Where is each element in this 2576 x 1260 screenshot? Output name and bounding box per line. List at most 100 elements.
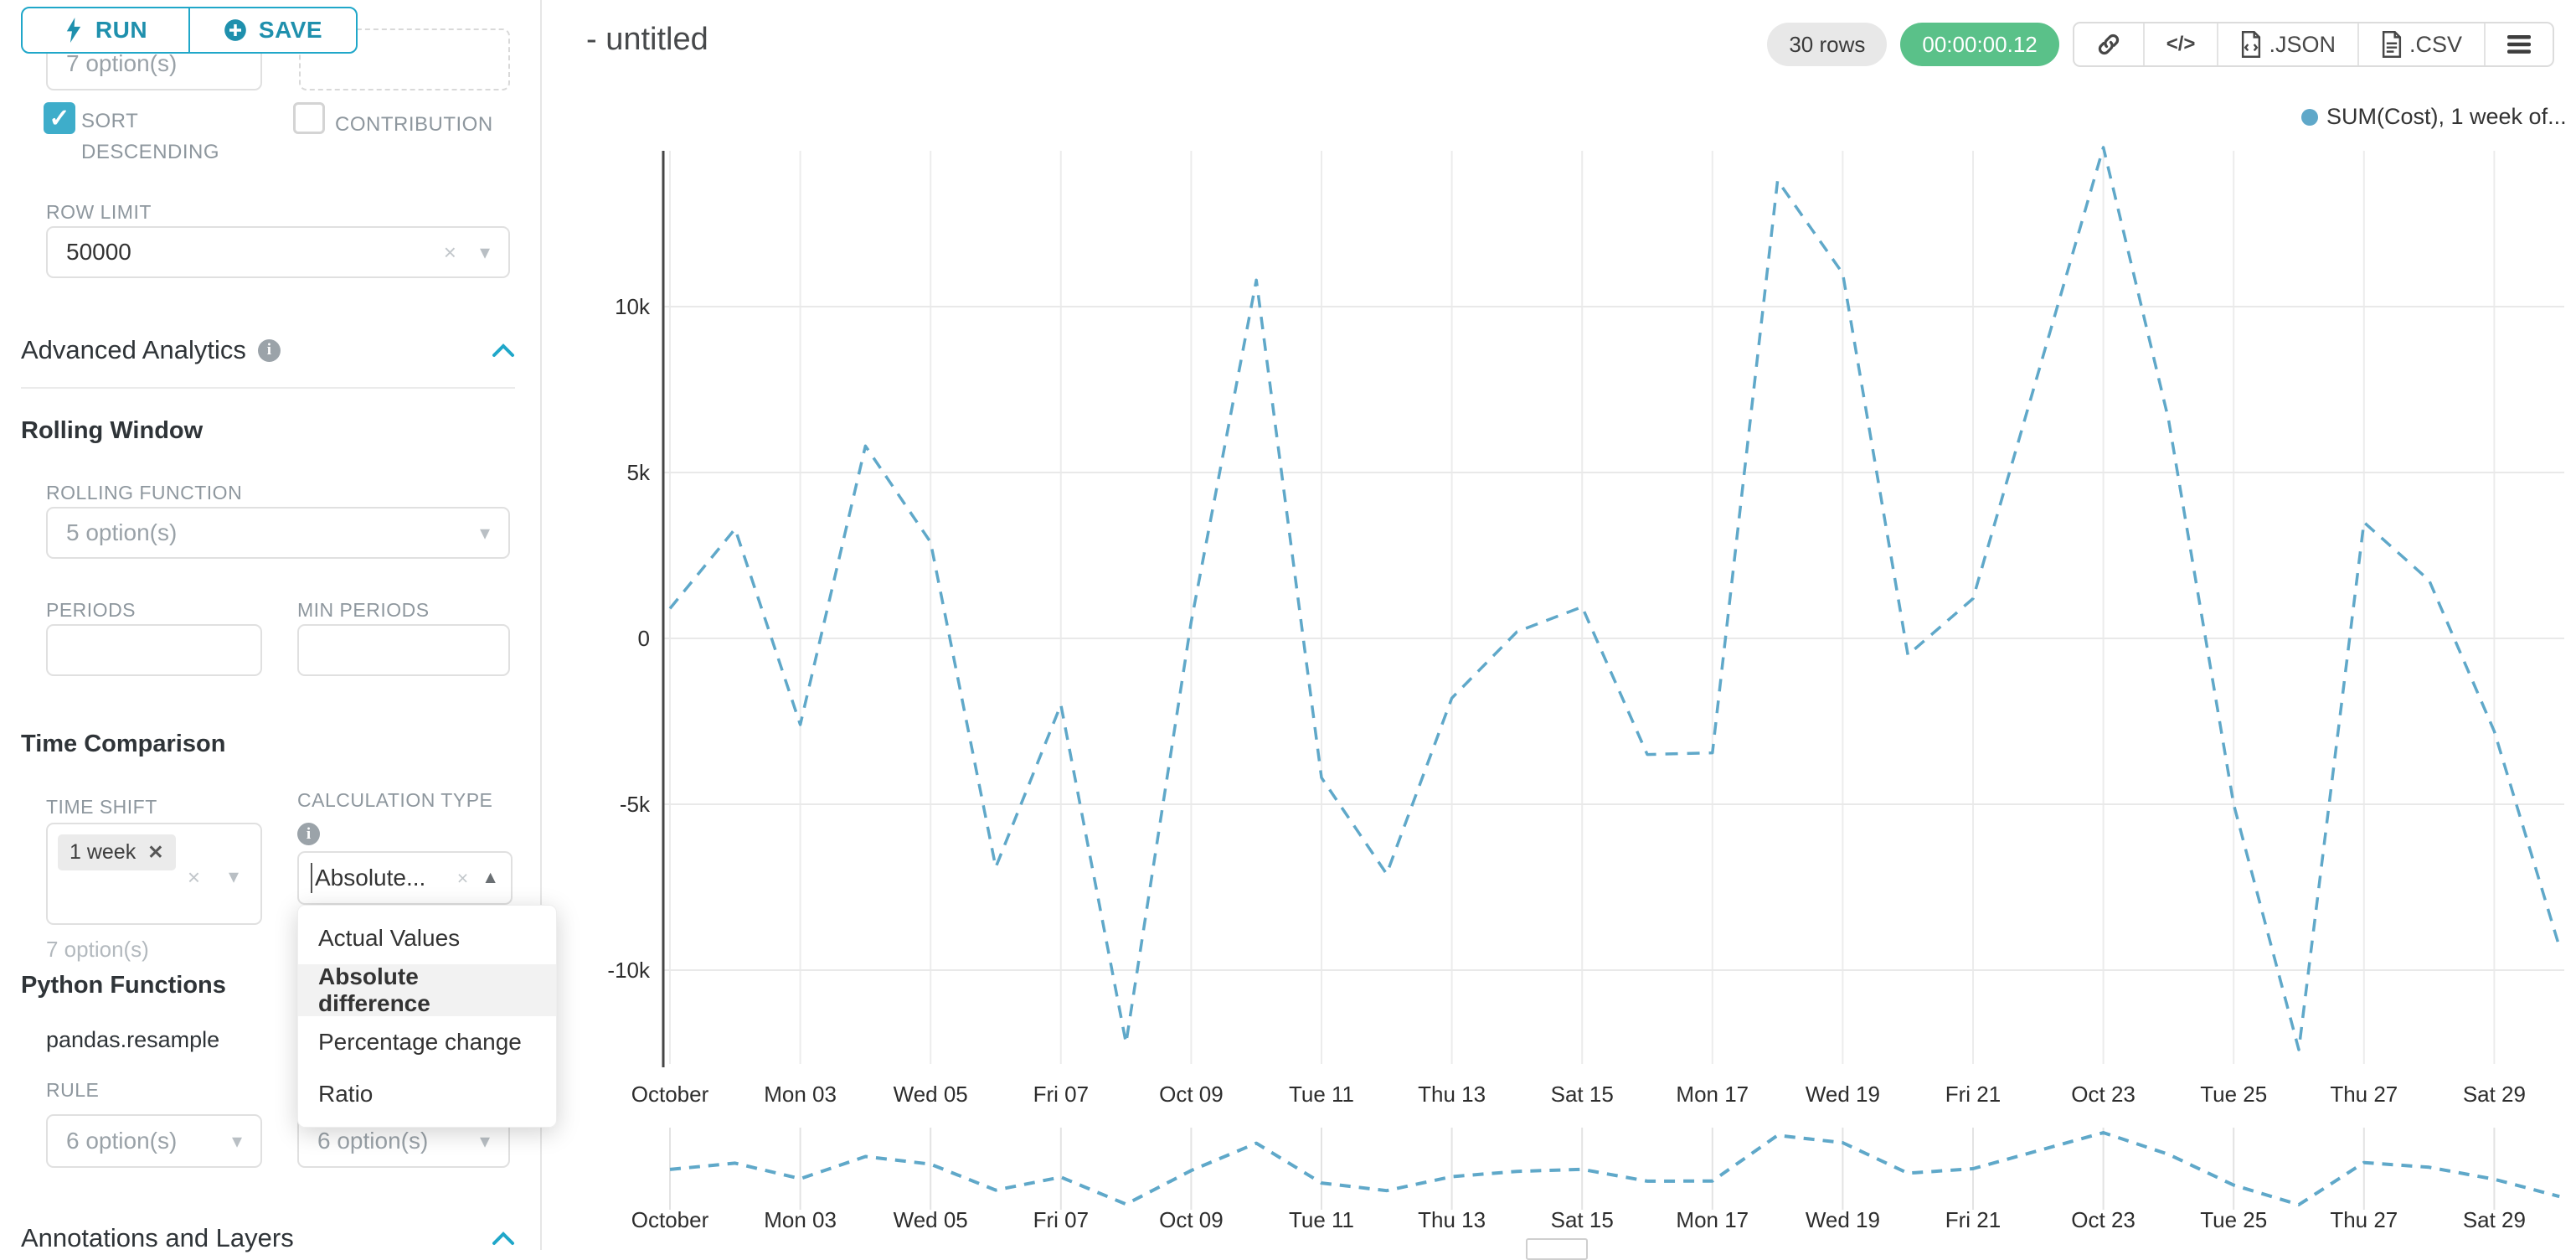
menu-item-ratio[interactable]: Ratio: [318, 1081, 374, 1107]
svg-text:Oct 09: Oct 09: [1159, 1082, 1224, 1107]
annotations-layers-header: Annotations and Layers: [21, 1223, 294, 1252]
collapse-chevron-icon[interactable]: [492, 343, 515, 358]
row-count-badge: 30 rows: [1767, 23, 1888, 66]
datazoom-handle[interactable]: [1526, 1238, 1588, 1260]
svg-text:Thu 27: Thu 27: [2330, 1082, 2398, 1107]
chart-title[interactable]: - untitled: [586, 22, 708, 57]
row-limit-select[interactable]: 50000 × ▾: [46, 226, 510, 278]
clear-icon[interactable]: ×: [456, 866, 469, 889]
file-code-icon: [2242, 31, 2261, 58]
lightning-icon: [66, 18, 81, 43]
rule-select[interactable]: 6 option(s) ▾: [46, 1114, 262, 1168]
min-periods-input[interactable]: [297, 624, 510, 676]
query-timer-badge: 00:00:00.12: [1900, 23, 2059, 66]
calculation-type-select[interactable]: Absolute... × ▲: [297, 851, 513, 905]
svg-text:Wed 05: Wed 05: [894, 1207, 968, 1232]
code-icon: </>: [2166, 33, 2196, 55]
rule-value-2: 6 option(s): [317, 1128, 429, 1154]
export-json-button[interactable]: .JSON: [2217, 23, 2357, 65]
chevron-up-icon[interactable]: ▲: [482, 868, 499, 887]
sort-descending-checkbox[interactable]: ✓: [44, 102, 75, 134]
remove-tag-icon[interactable]: ✕: [147, 841, 164, 863]
run-button-label: RUN: [95, 17, 148, 43]
time-shift-select[interactable]: 1 week ✕ × ▾: [46, 823, 262, 925]
svg-text:October: October: [631, 1082, 709, 1107]
svg-text:Sat 29: Sat 29: [2463, 1082, 2526, 1107]
rule-value: 6 option(s): [66, 1128, 178, 1154]
svg-text:Tue 25: Tue 25: [2200, 1207, 2267, 1232]
svg-text:Fri 21: Fri 21: [1945, 1082, 2001, 1107]
rolling-window-header: Rolling Window: [21, 417, 204, 444]
save-button-label: SAVE: [258, 17, 323, 43]
python-functions-header: Python Functions: [21, 972, 226, 999]
calculation-type-label: CALCULATION TYPE: [297, 789, 493, 811]
svg-text:Mon 03: Mon 03: [764, 1082, 837, 1107]
svg-text:Oct 09: Oct 09: [1159, 1207, 1224, 1232]
result-toolbar: 30 rows 00:00:00.12 </> .JSON .CSV: [1767, 22, 2554, 67]
checkbox-unchecked-icon: [293, 102, 325, 134]
advanced-analytics-header: Advanced Analytics: [21, 335, 246, 364]
rolling-function-select[interactable]: 5 option(s) ▾: [46, 507, 510, 559]
svg-text:Fri 21: Fri 21: [1945, 1207, 2001, 1232]
svg-text:Mon 17: Mon 17: [1676, 1207, 1749, 1232]
time-shift-label: TIME SHIFT: [46, 796, 157, 818]
copy-link-button[interactable]: [2074, 23, 2143, 65]
text-cursor: [311, 863, 312, 893]
svg-text:Tue 11: Tue 11: [1289, 1207, 1354, 1232]
clear-icon[interactable]: ×: [187, 865, 200, 890]
run-save-button-group: RUN SAVE: [21, 7, 358, 54]
menu-item-percentage-change[interactable]: Percentage change: [318, 1029, 522, 1055]
chevron-down-icon[interactable]: ▾: [479, 1129, 490, 1153]
time-shift-tag-label: 1 week: [70, 840, 137, 864]
more-menu-button[interactable]: [2484, 23, 2553, 65]
menu-item-absolute-difference[interactable]: Absolute difference: [298, 963, 556, 1016]
svg-text:Wed 19: Wed 19: [1806, 1207, 1880, 1232]
file-text-icon: [2382, 31, 2402, 58]
time-shift-helper: 7 option(s): [46, 937, 149, 962]
collapse-chevron-icon[interactable]: [492, 1231, 515, 1246]
checkbox-checked-icon: ✓: [44, 102, 75, 134]
chevron-down-icon[interactable]: ▾: [479, 240, 490, 264]
plus-circle-icon: [224, 19, 246, 41]
series-limit-value: 7 option(s): [66, 50, 178, 76]
svg-text:-5k: -5k: [620, 792, 651, 817]
view-query-button[interactable]: </>: [2142, 23, 2218, 65]
json-button-label: .JSON: [2269, 31, 2336, 57]
chart-legend[interactable]: SUM(Cost), 1 week of...: [2301, 104, 2567, 130]
svg-text:Sat 15: Sat 15: [1551, 1207, 1614, 1232]
svg-text:Thu 27: Thu 27: [2330, 1207, 2398, 1232]
clear-icon[interactable]: ×: [443, 239, 456, 265]
svg-text:Mon 17: Mon 17: [1676, 1082, 1749, 1107]
svg-text:October: October: [631, 1207, 709, 1232]
run-button[interactable]: RUN: [23, 8, 188, 52]
calculation-type-value: Absolute...: [315, 865, 426, 891]
chevron-down-icon[interactable]: ▾: [228, 865, 239, 888]
hamburger-menu-icon: [2507, 35, 2531, 54]
info-icon[interactable]: i: [257, 338, 281, 362]
svg-text:-10k: -10k: [607, 958, 651, 983]
periods-input[interactable]: [46, 624, 262, 676]
info-icon[interactable]: i: [297, 823, 320, 845]
svg-text:Sat 29: Sat 29: [2463, 1207, 2526, 1232]
csv-button-label: .CSV: [2409, 31, 2462, 57]
save-button[interactable]: SAVE: [188, 8, 356, 52]
svg-text:Sat 15: Sat 15: [1551, 1082, 1614, 1107]
chevron-down-icon[interactable]: ▾: [479, 521, 490, 545]
export-button-group: </> .JSON .CSV: [2072, 22, 2554, 67]
svg-text:Fri 07: Fri 07: [1033, 1207, 1089, 1232]
svg-text:Wed 19: Wed 19: [1806, 1082, 1880, 1107]
rolling-function-value: 5 option(s): [66, 519, 178, 545]
legend-label: SUM(Cost), 1 week of...: [2326, 104, 2567, 129]
rule-label: RULE: [46, 1079, 100, 1101]
chevron-down-icon[interactable]: ▾: [231, 1129, 242, 1153]
svg-text:Thu 13: Thu 13: [1418, 1207, 1486, 1232]
contribution-checkbox[interactable]: [293, 102, 325, 134]
menu-item-actual-values[interactable]: Actual Values: [318, 925, 461, 951]
svg-text:Tue 25: Tue 25: [2200, 1082, 2267, 1107]
min-periods-label: MIN PERIODS: [297, 599, 430, 621]
svg-text:10k: 10k: [615, 294, 651, 319]
export-csv-button[interactable]: .CSV: [2357, 23, 2484, 65]
periods-label: PERIODS: [46, 599, 137, 621]
svg-text:Oct 23: Oct 23: [2071, 1207, 2136, 1232]
